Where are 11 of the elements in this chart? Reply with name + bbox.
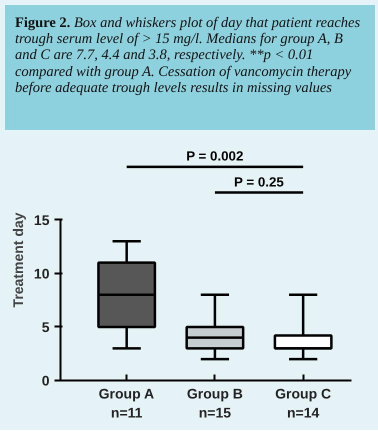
y-axis-title: Treatment day: [10, 212, 26, 308]
y-tick-label: 5: [42, 318, 50, 335]
text: P = 0.25: [234, 174, 284, 190]
y-tick-label: 10: [34, 265, 50, 282]
x-tick-label: Group B n=15: [186, 386, 243, 421]
y-tick-label: 15: [34, 212, 50, 228]
x-tick-label: Group C n=14: [275, 386, 332, 421]
text: P = 0.002: [186, 148, 244, 164]
x-tick-label: Group A n=11: [98, 386, 154, 421]
chart-title: Figure 2.: [15, 15, 70, 31]
y-tick-label: 0: [42, 372, 50, 388]
